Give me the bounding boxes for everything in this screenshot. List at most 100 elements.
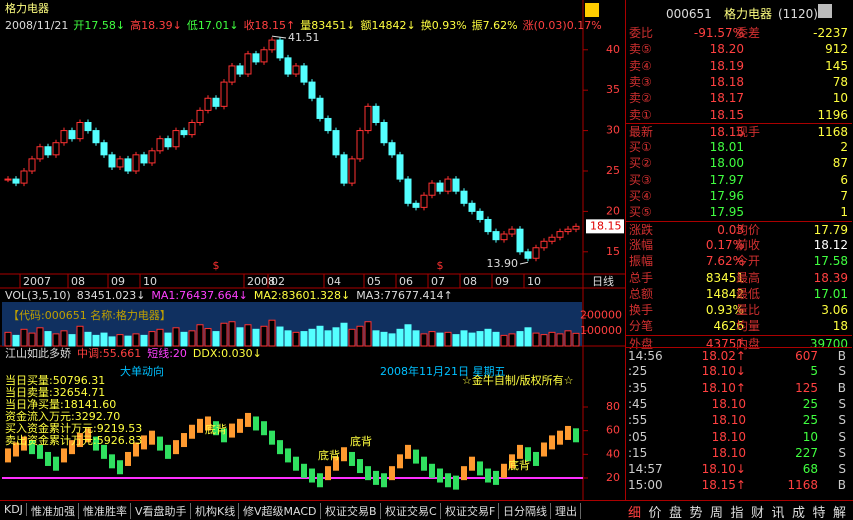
tab[interactable]: 权证交易B <box>325 503 381 519</box>
volume-bar <box>452 334 460 347</box>
tick-row: :35 18.10↑ 125 B <box>626 380 852 396</box>
volume-bar <box>252 328 260 347</box>
volume-bar <box>60 330 68 347</box>
candle <box>332 130 340 156</box>
volume-bar <box>36 327 44 347</box>
volume-bar <box>332 327 340 347</box>
volume-bar <box>316 325 324 347</box>
volume-bar <box>164 332 172 347</box>
side-tab[interactable]: 价 <box>648 506 662 520</box>
candle <box>84 122 92 132</box>
quote-cell: 1196 <box>817 107 848 122</box>
tab-bar: KDJ 惟准加强 惟准胜率 V看盘助手 机构K线 修V超级MACD 权证交易B 权证交易C 权证… <box>0 500 853 520</box>
tab[interactable]: 理出 <box>555 503 581 519</box>
tab[interactable]: 日分隔线 <box>503 503 551 519</box>
indicator-bar <box>77 433 83 448</box>
low-label: 13.90 <box>487 257 519 270</box>
candle <box>572 225 580 230</box>
candle <box>428 182 436 196</box>
toolbar-icon[interactable] <box>585 3 599 17</box>
volume-bar <box>372 330 380 347</box>
quote-cell: 10 <box>832 91 848 106</box>
side-tab[interactable]: 解 <box>833 506 847 520</box>
candle <box>372 105 380 124</box>
indicator-bar <box>85 428 91 443</box>
stock-name: 格力电器 <box>724 7 773 21</box>
volume-title: VOL(3,5,10) <box>5 289 71 302</box>
candle <box>220 81 228 107</box>
candle <box>20 170 28 184</box>
tick-row: :05 18.10 10 S <box>626 429 852 445</box>
indicator-note: 资金流入万元:3292.70 <box>5 409 120 423</box>
candle <box>12 178 20 184</box>
volume-header: VOL(3,5,10) 83451.023↓ MA1:76437.664↓ MA2:8… <box>5 289 453 302</box>
indicator-bar <box>373 470 379 485</box>
tick-row: :25 18.10↓ 5 S <box>626 363 852 379</box>
tick-cell: 18.10↓ <box>701 462 746 477</box>
quote-cell: 17.01 <box>813 286 848 301</box>
side-tab[interactable]: 盘 <box>669 506 683 520</box>
indicator-note: 当日买量:50796.31 <box>5 373 105 387</box>
volume-bar <box>12 334 20 347</box>
side-tab[interactable]: 细 <box>628 506 642 520</box>
side-tab[interactable]: 讯 <box>771 506 785 520</box>
indicator-bar <box>125 451 131 466</box>
candle <box>212 97 220 107</box>
indicator-bar <box>221 428 227 443</box>
quote-row: 涨跌 0.03 均价 17.79 <box>626 220 852 238</box>
quote-cell: 18.39 <box>813 270 848 285</box>
side-tab[interactable]: 特 <box>812 506 826 520</box>
indicator-header: 江山如此多娇 中调:55.661 短线:20 DDX:0.030↓ <box>5 346 262 360</box>
tab[interactable]: V看盘助手 <box>135 503 191 519</box>
quote-cell: 最高 <box>736 270 761 285</box>
quote-cell: 18.20 <box>709 42 744 57</box>
tick-cell: 18.10 <box>711 445 746 460</box>
quote-cell: 0.03 <box>717 222 744 237</box>
candle <box>356 130 364 160</box>
candle <box>44 146 52 156</box>
tab[interactable]: 权证交易C <box>385 503 441 519</box>
tab[interactable]: 惟准加强 <box>31 503 79 519</box>
quote-cell: 涨幅 <box>629 237 654 252</box>
y-tick-label: 25 <box>606 164 620 177</box>
tick-cell: 68 <box>802 462 818 477</box>
y-tick-label: 40 <box>606 447 620 460</box>
side-tab[interactable]: 成 <box>792 506 806 520</box>
indicator-note: 当日净买量:18141.60 <box>5 397 116 411</box>
candle <box>276 39 284 59</box>
indicator-bar <box>533 451 539 466</box>
side-tab[interactable]: 指 <box>730 506 744 520</box>
quote-row: 卖③ 18.18 78 <box>626 74 852 90</box>
side-tab[interactable]: 周 <box>710 506 724 520</box>
tick-cell: S <box>838 429 846 444</box>
quote-cell: -2237 <box>813 26 848 40</box>
volume-bar <box>492 331 500 347</box>
quote-header: 000651 格力电器 (1120) <box>626 4 852 26</box>
quote-cell: 均量 <box>736 319 761 334</box>
tab[interactable]: 惟准胜率 <box>83 503 131 519</box>
indicator-bar <box>453 475 459 490</box>
quote-panel: 000651 格力电器 (1120) 委比 -91.57% 委差 -2237 卖⑤ 18.… <box>625 0 853 500</box>
y-tick-label: 20 <box>606 204 620 217</box>
close-button[interactable] <box>818 4 832 18</box>
candle <box>140 154 148 164</box>
volume-bar <box>148 331 156 347</box>
bottom-label: 底背 <box>508 458 530 472</box>
side-tab[interactable]: 财 <box>751 506 765 520</box>
tab[interactable]: 权证交易F <box>445 503 500 519</box>
info-item: 涨(0.03)0.17% <box>523 19 602 32</box>
indicator-bar <box>381 473 387 488</box>
candle <box>396 154 404 180</box>
indicator-bar <box>341 447 347 462</box>
volume-bar <box>188 330 196 347</box>
side-tab[interactable]: 势 <box>689 506 703 520</box>
tab[interactable]: 机构K线 <box>195 503 240 519</box>
tick-row: 14:56 18.02↑ 607 B <box>626 347 852 364</box>
quote-cell: 18.12 <box>813 237 848 252</box>
tab[interactable]: 修V超级MACD <box>243 503 321 519</box>
tab[interactable]: KDJ <box>4 503 27 516</box>
indicator-bar <box>197 418 203 433</box>
volume-bar <box>460 330 468 347</box>
indicator-overlay: 大单动向 <box>120 364 164 378</box>
tick-cell: :35 <box>628 380 648 395</box>
